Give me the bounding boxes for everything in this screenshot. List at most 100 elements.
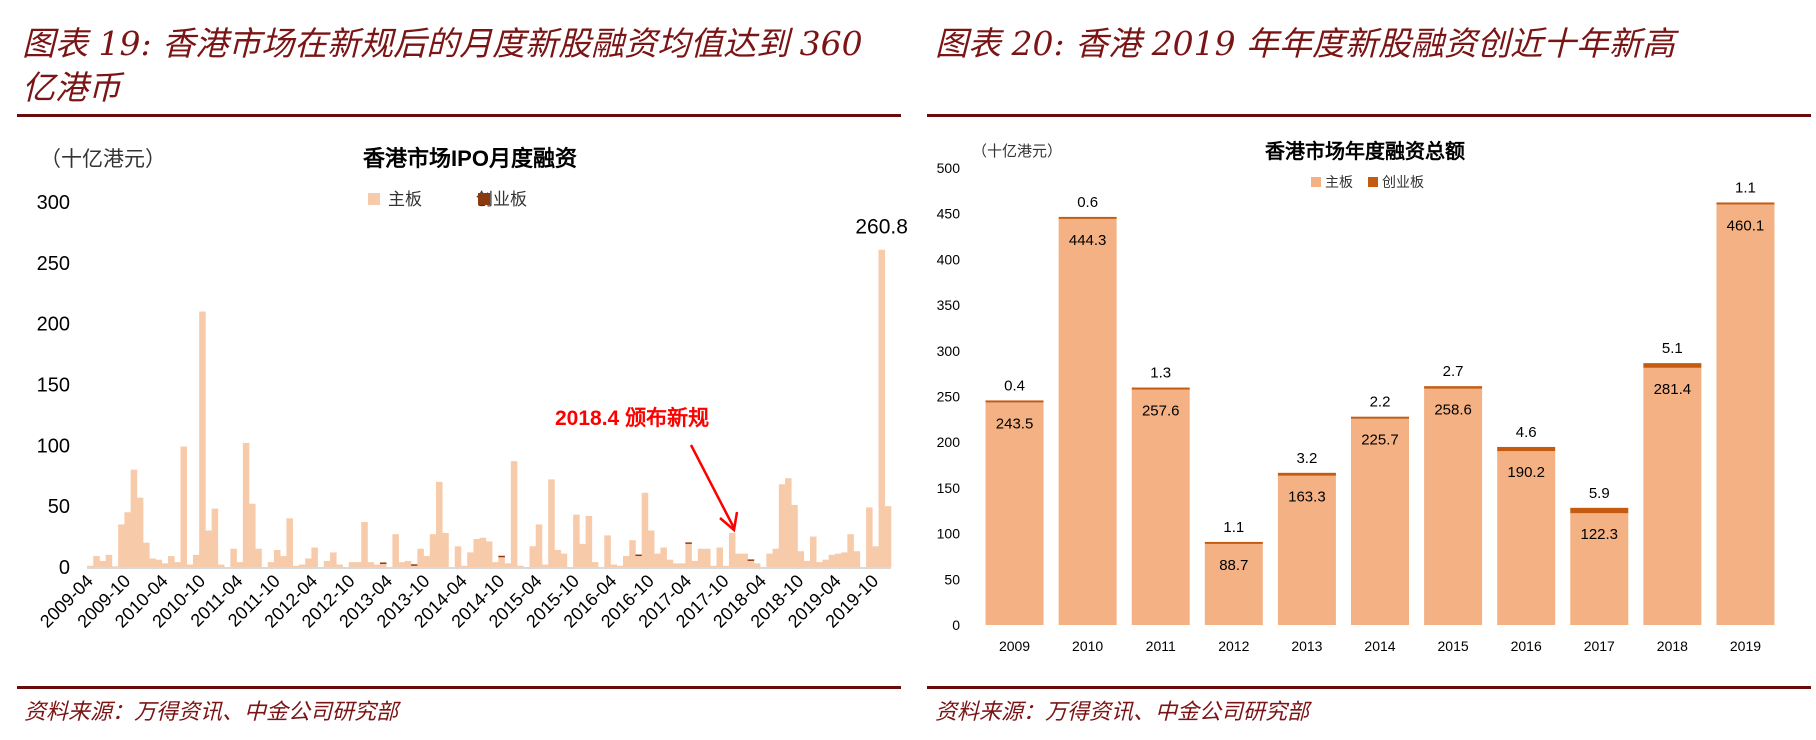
bar-main-board [242,442,250,567]
bar-main-board [373,564,381,567]
left-figure-title: 图表 19: 香港市场在新规后的月度新股融资均值达到 360 亿港币 [22,22,863,110]
bar-main-board [504,563,512,567]
y-tick-label: 300 [937,343,961,359]
bar-main-board [747,560,755,567]
bar-main-board [573,514,580,567]
bar-main-board [105,554,113,567]
x-tick-label: 2017 [1584,638,1615,654]
bar-main-board [1570,513,1629,625]
y-tick-label: 50 [944,571,960,587]
x-tick-label: 2016 [1511,638,1542,654]
bar-main-board [629,540,636,567]
bar-main-board [1131,389,1190,625]
bar-main-board [292,565,300,567]
main-board-value-label: 190.2 [1507,464,1545,481]
bar-main-board [1643,367,1702,625]
bar-main-board [816,562,823,567]
bar-gem [1424,386,1483,389]
bar-main-board [130,469,138,567]
bar-main-board [1716,204,1775,625]
bar-main-board [1277,475,1336,625]
bar-main-board [591,562,599,567]
bar-main-board [286,518,293,567]
bar-main-board [423,556,431,567]
bar-main-board [654,553,661,567]
bar-main-board [249,503,256,567]
bar-main-board [485,541,493,567]
bar-main-board [336,564,343,567]
bar-main-board [411,565,418,567]
y-tick-label: 0 [59,557,70,579]
left-title-line-1: 图表 19: 香港市场在新规后的月度新股融资均值达到 360 [22,24,863,63]
bar-main-board [697,548,705,567]
bar-main-board [710,565,717,567]
x-tick-label: 2010 [1072,638,1103,654]
bar-gem [1716,202,1775,205]
bar-main-board [355,562,362,567]
bar-main-board [498,557,505,567]
rule-change-annotation: 2018.4 颁布新规 [555,406,709,430]
bar-main-board [822,559,829,567]
bar-main-board [367,562,374,567]
right-unit-label: （十亿港元） [972,143,1062,160]
gem-value-label: 1.3 [1150,365,1171,382]
left-unit-label: （十亿港元） [40,148,166,171]
bar-main-board [579,543,586,567]
bar-main-board [392,534,399,567]
bar-main-board [454,546,462,567]
main-board-value-label: 122.3 [1580,526,1618,543]
bar-main-board [741,553,748,567]
bar-main-board [1497,451,1556,625]
bar-main-board [548,479,555,567]
x-tick-label: 2019 [1730,638,1761,654]
bar-main-board [1351,418,1409,625]
bar-main-board [99,560,106,567]
y-tick-label: 350 [937,297,961,313]
bar-main-board [442,532,449,567]
bar-gem [379,562,387,564]
bar-main-board [728,532,736,567]
bar-main-board [404,560,412,567]
gem-value-label: 2.2 [1370,394,1391,411]
main-board-value-label: 444.3 [1069,232,1107,249]
bar-main-board [330,552,337,567]
bar-main-board [280,556,287,567]
legend-swatch-main-board [1311,177,1321,187]
bar-main-board [554,549,561,567]
bar-main-board [778,484,786,567]
bar-main-board [604,535,611,567]
bar-main-board [828,554,836,567]
legend-swatch-gem [478,193,490,205]
bar-main-board [161,563,169,567]
annotation-arrowhead-icon [719,511,739,533]
bar-main-board [1424,388,1483,625]
bar-main-board [660,547,667,567]
monthly-ipo-chart: （十亿港元） 香港市场IPO月度融资 主板 创业板 260.8 2018.4 颁… [36,146,908,632]
main-board-value-label: 281.4 [1654,381,1692,398]
bar-main-board [535,524,543,567]
left-chart-title: 香港市场IPO月度融资 [363,146,577,171]
bar-main-board [136,497,144,567]
bar-main-board [985,402,1044,625]
x-tick-label: 2013 [1291,638,1322,654]
bar-main-board [797,551,805,567]
y-tick-label: 0 [952,617,960,633]
bar-gem [635,554,642,557]
x-tick-label: 2015 [1438,638,1469,654]
bar-gem [685,542,692,544]
left-footer-rule [17,686,901,689]
bar-main-board [149,558,156,567]
bar-main-board [230,548,237,567]
bar-main-board [635,556,642,567]
left-title-rule [17,114,901,117]
bar-main-board [467,552,474,567]
bar-main-board [753,563,761,567]
main-board-value-label: 225.7 [1361,432,1399,449]
legend-swatch-main-board [368,193,380,205]
bar-main-board [124,512,131,567]
main-board-value-label: 163.3 [1288,489,1326,506]
gem-value-label: 5.9 [1589,485,1610,502]
y-tick-label: 150 [937,480,961,496]
bar-gem [1277,472,1336,476]
right-title-rule [927,114,1811,117]
